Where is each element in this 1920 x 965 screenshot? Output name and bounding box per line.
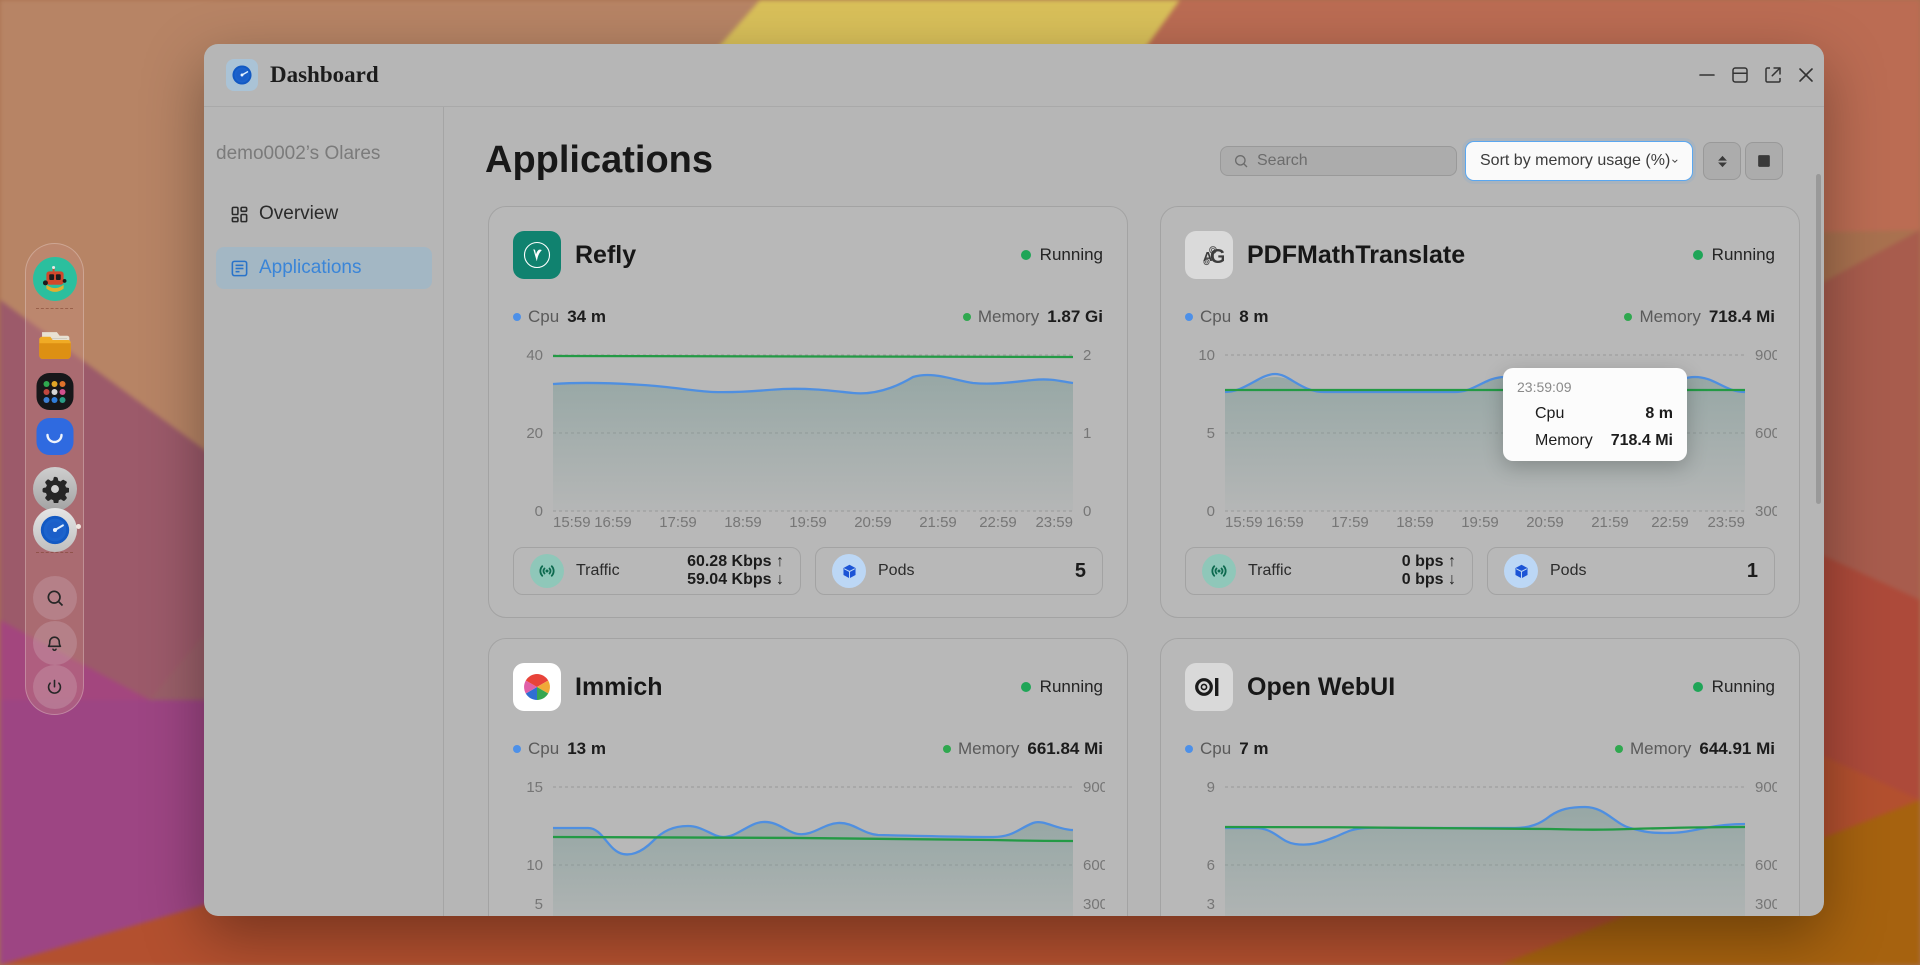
svg-text:18:59: 18:59 bbox=[724, 514, 762, 529]
svg-text:20:59: 20:59 bbox=[1526, 514, 1564, 529]
svg-text:900: 900 bbox=[1755, 779, 1777, 796]
svg-text:0: 0 bbox=[1083, 503, 1091, 520]
svg-text:20:59: 20:59 bbox=[854, 514, 892, 529]
svg-text:2: 2 bbox=[1083, 347, 1091, 364]
svg-text:600: 600 bbox=[1083, 857, 1105, 874]
svg-text:23:59: 23:59 bbox=[1707, 514, 1745, 529]
svg-text:19:59: 19:59 bbox=[789, 514, 827, 529]
svg-text:0: 0 bbox=[535, 503, 543, 520]
svg-text:23:59: 23:59 bbox=[1035, 514, 1073, 529]
svg-text:900: 900 bbox=[1755, 347, 1777, 364]
svg-text:17:59: 17:59 bbox=[659, 514, 697, 529]
svg-text:10: 10 bbox=[526, 857, 543, 874]
svg-text:600: 600 bbox=[1755, 425, 1777, 442]
svg-text:300: 300 bbox=[1083, 896, 1105, 913]
svg-text:22:59: 22:59 bbox=[979, 514, 1017, 529]
svg-text:15:59: 15:59 bbox=[553, 514, 591, 529]
svg-text:9: 9 bbox=[1207, 779, 1215, 796]
svg-text:15: 15 bbox=[526, 779, 543, 796]
svg-text:3: 3 bbox=[1207, 896, 1215, 913]
svg-text:1: 1 bbox=[1083, 425, 1091, 442]
svg-text:16:59: 16:59 bbox=[594, 514, 632, 529]
svg-text:20: 20 bbox=[526, 425, 543, 442]
svg-text:18:59: 18:59 bbox=[1396, 514, 1434, 529]
svg-text:5: 5 bbox=[1207, 425, 1215, 442]
svg-text:900: 900 bbox=[1083, 779, 1105, 796]
svg-text:6: 6 bbox=[1207, 857, 1215, 874]
svg-text:10: 10 bbox=[1198, 347, 1215, 364]
svg-text:300: 300 bbox=[1755, 896, 1777, 913]
svg-text:0: 0 bbox=[1207, 503, 1215, 520]
svg-text:5: 5 bbox=[535, 896, 543, 913]
svg-text:300: 300 bbox=[1755, 503, 1777, 520]
svg-text:19:59: 19:59 bbox=[1461, 514, 1499, 529]
svg-text:21:59: 21:59 bbox=[919, 514, 957, 529]
svg-text:G: G bbox=[1210, 246, 1224, 268]
svg-text:21:59: 21:59 bbox=[1591, 514, 1629, 529]
svg-text:40: 40 bbox=[526, 347, 543, 364]
svg-text:15:59: 15:59 bbox=[1225, 514, 1263, 529]
svg-text:22:59: 22:59 bbox=[1651, 514, 1689, 529]
svg-text:17:59: 17:59 bbox=[1331, 514, 1369, 529]
svg-text:16:59: 16:59 bbox=[1266, 514, 1304, 529]
svg-text:600: 600 bbox=[1755, 857, 1777, 874]
